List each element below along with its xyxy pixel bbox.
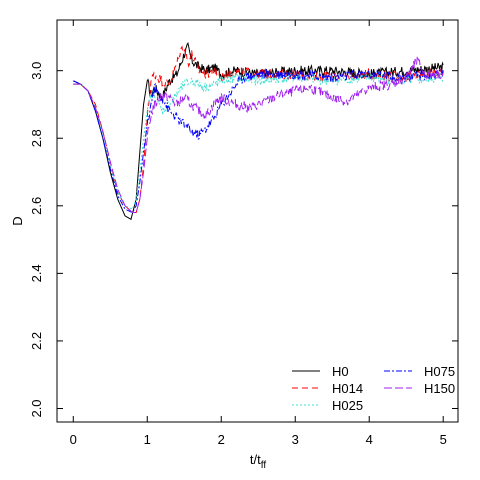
plot-frame <box>56 19 459 423</box>
x-axis-title: t/tff <box>250 452 266 471</box>
legend-label-h025: H025 <box>332 398 363 413</box>
axis-ticks <box>57 20 458 422</box>
tick-labels: 0 1 2 3 4 5 2.0 2.2 2.4 2.6 2.8 3.0 <box>29 62 447 447</box>
x-tick-label: 5 <box>440 432 447 447</box>
series-line-h150 <box>73 55 444 214</box>
legend: H0 H014 H025 H075 H150 <box>292 364 455 413</box>
y-tick-label: 2.6 <box>29 197 44 215</box>
series-line-h075 <box>73 69 444 214</box>
x-tick-label: 4 <box>366 432 373 447</box>
y-tick-label: 3.0 <box>29 62 44 80</box>
series-line-h025 <box>73 72 444 210</box>
legend-label-h150: H150 <box>424 381 455 396</box>
x-tick-label: 3 <box>292 432 299 447</box>
series-line-h0 <box>73 42 444 221</box>
y-tick-label: 2.4 <box>29 264 44 282</box>
y-tick-label: 2.8 <box>29 129 44 147</box>
x-tick-label: 0 <box>70 432 77 447</box>
x-axis-title-main: t/t <box>250 452 261 467</box>
y-axis-title: D <box>10 216 25 225</box>
x-tick-label: 1 <box>144 432 151 447</box>
legend-label-h0: H0 <box>332 364 349 379</box>
x-tick-label: 2 <box>218 432 225 447</box>
x-axis-title-subscript: ff <box>261 460 267 471</box>
y-tick-label: 2.0 <box>29 399 44 417</box>
y-tick-label: 2.2 <box>29 332 44 350</box>
legend-label-h075: H075 <box>424 364 455 379</box>
legend-label-h014: H014 <box>332 381 363 396</box>
series-lines <box>73 42 444 221</box>
